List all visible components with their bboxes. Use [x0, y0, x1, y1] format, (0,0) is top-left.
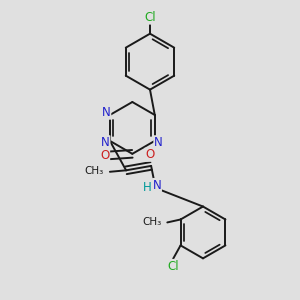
Text: N: N	[153, 178, 161, 191]
Text: CH₃: CH₃	[142, 218, 161, 227]
Text: O: O	[145, 148, 154, 161]
Text: H: H	[143, 182, 152, 194]
Text: N: N	[154, 136, 163, 149]
Text: CH₃: CH₃	[84, 166, 104, 176]
Text: N: N	[101, 136, 110, 149]
Text: N: N	[102, 106, 111, 119]
Text: O: O	[100, 149, 110, 162]
Text: Cl: Cl	[144, 11, 156, 24]
Text: Cl: Cl	[167, 260, 179, 272]
